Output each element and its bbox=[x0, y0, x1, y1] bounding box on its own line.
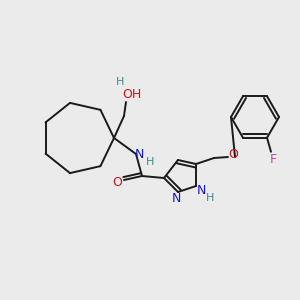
Text: F: F bbox=[269, 153, 277, 166]
Text: H: H bbox=[116, 77, 124, 87]
Text: N: N bbox=[134, 148, 144, 160]
Text: OH: OH bbox=[122, 88, 142, 100]
Text: H: H bbox=[206, 193, 214, 203]
Text: N: N bbox=[196, 184, 206, 196]
Text: N: N bbox=[171, 193, 181, 206]
Text: H: H bbox=[146, 157, 154, 167]
Text: O: O bbox=[112, 176, 122, 188]
Text: O: O bbox=[228, 148, 238, 160]
